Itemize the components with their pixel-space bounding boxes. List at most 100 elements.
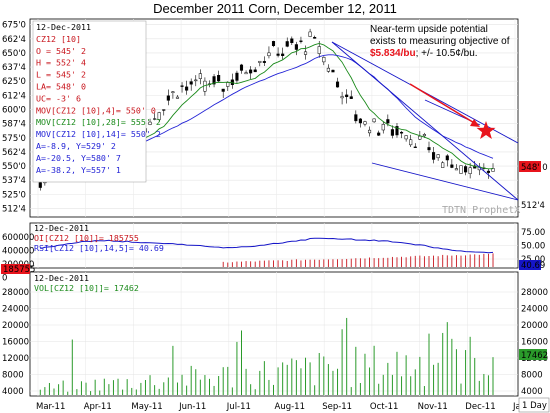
annotation-tail: ; +/- 10.5¢/bu. xyxy=(416,48,478,59)
volume-value-marker xyxy=(519,349,547,360)
candle-body xyxy=(157,112,161,120)
candle-body xyxy=(198,73,202,79)
volume-tick-left: 28000 xyxy=(2,288,29,298)
candle-body xyxy=(212,76,216,85)
price-tick-left: 575'0 xyxy=(2,134,26,144)
x-tick-label: May-11 xyxy=(131,402,162,412)
candle-body xyxy=(38,182,42,188)
candle-body xyxy=(221,88,225,92)
candle-body xyxy=(271,41,276,46)
price-tick-left: 675'0 xyxy=(2,21,26,31)
candle-body xyxy=(363,121,367,125)
candle-body xyxy=(226,82,230,87)
candle-body xyxy=(418,135,422,140)
oi-tick: 0 xyxy=(2,274,7,284)
candle-body xyxy=(400,131,404,134)
rsi-line xyxy=(40,237,494,254)
oi-tick: 400000 xyxy=(2,247,34,257)
trendline xyxy=(371,162,519,201)
candle-body xyxy=(180,85,184,87)
chart-title: December 2011 Corn, December 12, 2011 xyxy=(153,1,397,16)
candle-body xyxy=(217,75,221,82)
candle-body xyxy=(381,124,385,131)
x-tick-label: Dec-11 xyxy=(465,402,495,412)
price-tick-right: 512'4 xyxy=(521,201,545,211)
volume-tick-right: 8000 xyxy=(521,371,543,381)
osc-legend-line: 12-Dec-2011 xyxy=(34,223,89,233)
volume-bars xyxy=(39,317,494,395)
price-legend-line: 12-Dec-2011 xyxy=(36,22,91,32)
annotation-line-1: Near-term upside potential xyxy=(370,24,488,35)
trendline xyxy=(331,41,519,201)
price-legend-line: LA= 548' 0 xyxy=(36,82,86,92)
watermark: TDTN ProphetX xyxy=(442,205,520,216)
price-legend-line: L = 545' 2 xyxy=(36,70,86,80)
price-tick-left: 600'0 xyxy=(2,106,26,116)
candle-body xyxy=(468,167,472,174)
candle-body xyxy=(303,51,308,55)
x-axis: Mar-11 Apr-11 May-11 Jun-11 Jul-11 Aug-11 Sep-… xyxy=(36,402,521,412)
price-axis: 675'0 662'4 650'0 637'4 625'0 612'4 600'0 587'4… xyxy=(2,21,545,215)
candle-body xyxy=(386,119,390,124)
price-legend-line: A=-8.9, Y=529' 2 xyxy=(36,141,116,151)
osc-legend-line: OI[CZ12 [10]]= 185755 xyxy=(34,233,139,243)
x-tick-label: Jul-11 xyxy=(226,402,251,412)
moving-average-long-line xyxy=(127,54,494,159)
annotation-arrow-head xyxy=(470,119,480,127)
rsi-value-label: 40.69 xyxy=(521,261,545,271)
candle-body xyxy=(377,132,381,136)
annotation-line-3: $5.834/bu; +/- 10.5¢/bu. xyxy=(370,48,478,59)
volume-tick-left: 12000 xyxy=(2,354,29,364)
candle-body xyxy=(185,86,189,91)
candle-body xyxy=(331,69,335,73)
x-tick-label: Mar-11 xyxy=(36,402,65,412)
candle-body xyxy=(299,40,303,42)
volume-tick-left: 8000 xyxy=(2,371,24,381)
price-legend-line: MOV[CZ12 [10],4]= 550' 0 xyxy=(36,105,156,115)
candle-body xyxy=(326,67,330,72)
x-tick-label: Nov-11 xyxy=(418,402,448,412)
price-tick-left: 612'4 xyxy=(2,91,26,101)
candle-body xyxy=(464,166,468,173)
price-tick-left: 525'0 xyxy=(2,190,26,200)
candle-body xyxy=(253,69,257,73)
candle-body xyxy=(422,134,426,137)
candle-body xyxy=(175,96,180,99)
timeframe-button[interactable] xyxy=(518,397,550,413)
price-tick-left: 512'4 xyxy=(2,205,26,215)
oi-value-label: 185755 xyxy=(3,265,35,275)
candle-body xyxy=(409,139,413,146)
price-legend-line: MOV[CZ12 [10],28]= 555' 2 xyxy=(36,117,161,127)
oi-value-marker xyxy=(1,264,30,274)
volume-tick-right: 4000 xyxy=(521,387,543,397)
candle-body xyxy=(340,96,344,99)
price-tick-left: 587'4 xyxy=(2,120,26,130)
candle-body xyxy=(153,118,157,120)
x-tick-label: Jun-11 xyxy=(178,402,206,412)
candle-body xyxy=(308,31,312,37)
volume-legend-line: VOL[CZ12 [10]]= 17462 xyxy=(34,283,139,293)
annotation-target: $5.834/bu xyxy=(370,48,416,59)
candle-body xyxy=(390,129,394,136)
price-grid xyxy=(30,19,518,217)
candle-body xyxy=(367,129,372,134)
candle-body xyxy=(194,79,198,82)
x-tick-label: Ja xyxy=(512,402,521,412)
price-legend-line: CZ12 [10] xyxy=(36,34,81,44)
volume-tick-right: 24000 xyxy=(521,305,548,315)
price-legend-line: UC= -3' 6 xyxy=(36,93,81,103)
candle-body xyxy=(404,135,408,140)
candle-body xyxy=(491,168,495,172)
candle-body xyxy=(249,69,253,74)
x-tick-label: Sep-11 xyxy=(322,402,352,412)
price-tick-left: 650'0 xyxy=(2,49,26,59)
candle-body xyxy=(258,60,262,63)
price-legend-line: A=-20.5, Y=580' 7 xyxy=(36,153,121,163)
candle-body xyxy=(445,155,449,161)
price-tick-left: 637'4 xyxy=(2,63,26,73)
price-tick-left: 662'4 xyxy=(2,35,26,45)
candle-body xyxy=(244,72,248,75)
volume-tick-left: 4000 xyxy=(2,387,24,397)
